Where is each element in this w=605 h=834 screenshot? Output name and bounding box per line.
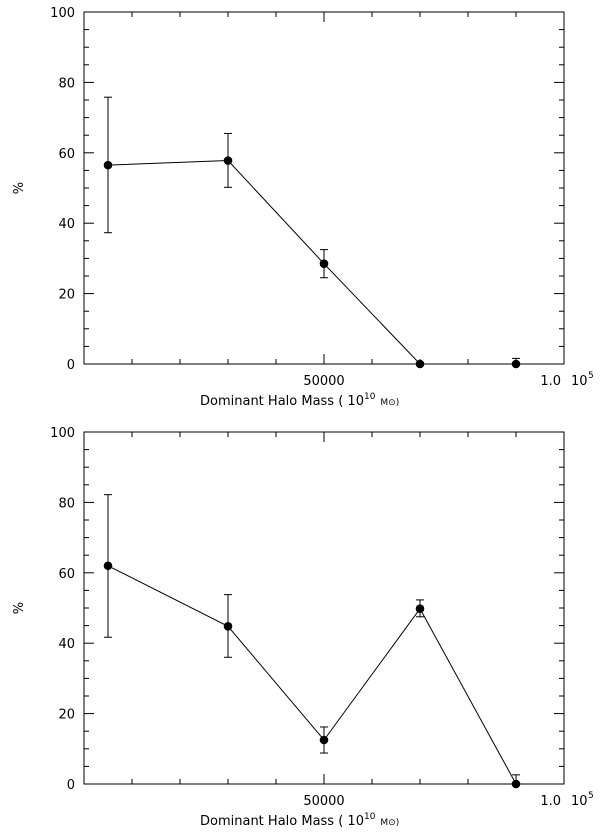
x-axis-title-unit: M⊙) — [380, 818, 399, 828]
x-axis-title: Dominant Halo Mass ( 1010 M⊙) — [200, 812, 399, 829]
y-tick-label: 60 — [58, 567, 75, 582]
plot-frame — [83, 11, 565, 365]
series-line — [107, 565, 517, 785]
x-tick-label: 50000 — [303, 794, 344, 809]
y-axis-title: % — [12, 602, 27, 614]
data-point — [511, 779, 521, 789]
data-point — [319, 735, 329, 745]
y-tick-label: 100 — [50, 6, 75, 21]
y-tick-label: 20 — [58, 708, 75, 723]
x-tick-label-exponent: 5 — [588, 791, 594, 801]
y-tick-label: 100 — [50, 426, 75, 441]
y-tick-label: 60 — [58, 147, 75, 162]
data-point — [223, 156, 233, 165]
x-tick-label-exp-base: 10 — [571, 794, 588, 809]
x-axis-title-exponent: 10 — [364, 392, 376, 402]
data-point — [415, 359, 425, 369]
series-line — [107, 160, 516, 365]
x-axis-title-unit: M⊙) — [380, 398, 399, 408]
y-tick-label: 80 — [58, 76, 75, 91]
x-tick-label: 1.0 — [540, 794, 561, 809]
y-tick-label: 20 — [58, 288, 75, 303]
x-tick-label: 50000 — [303, 374, 344, 389]
x-axis-title-main: Dominant Halo Mass ( 10 — [200, 814, 364, 829]
x-tick-label: 1.0 — [540, 374, 561, 389]
y-axis-title: % — [12, 182, 27, 194]
x-tick-label-exponent: 5 — [588, 371, 594, 381]
x-axis-title-main: Dominant Halo Mass ( 10 — [200, 394, 364, 409]
x-axis-title-exponent: 10 — [364, 812, 376, 822]
data-point — [511, 359, 521, 369]
y-tick-label: 40 — [58, 637, 75, 652]
data-point — [319, 259, 329, 268]
x-tick-label-exp-base: 10 — [571, 374, 588, 389]
x-axis-title: Dominant Halo Mass ( 1010 M⊙) — [200, 392, 399, 409]
data-point — [415, 604, 425, 614]
data-point — [103, 160, 113, 170]
y-tick-label: 0 — [67, 778, 75, 793]
y-tick-label: 80 — [58, 496, 75, 511]
y-tick-label: 0 — [67, 358, 75, 373]
data-point — [223, 622, 233, 631]
data-point — [103, 561, 113, 571]
y-tick-label: 40 — [58, 217, 75, 232]
